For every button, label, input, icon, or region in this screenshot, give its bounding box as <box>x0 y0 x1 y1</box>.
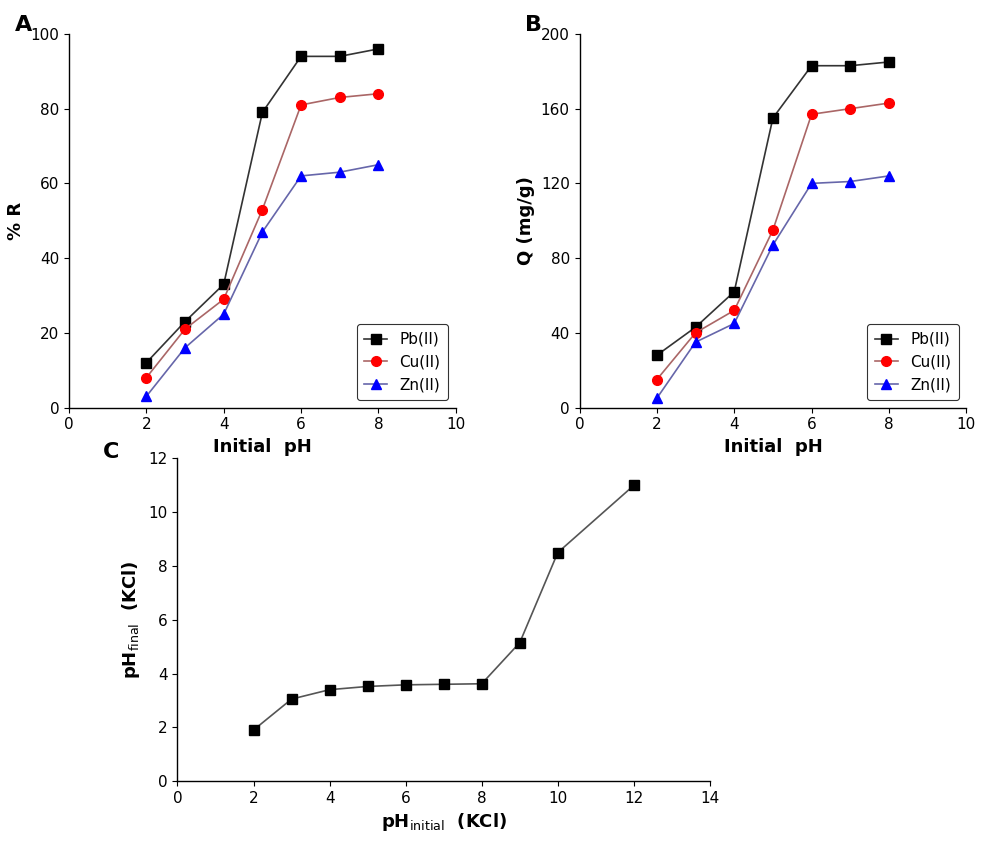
Cu(II) <box>256 205 268 215</box>
Pb(II) <box>256 107 268 117</box>
Zn(II) <box>140 391 152 402</box>
Cu(II) <box>295 100 307 110</box>
Line: Pb(II): Pb(II) <box>142 44 384 368</box>
Zn(II) <box>218 309 230 319</box>
Cu(II) <box>334 93 346 103</box>
Zn(II) <box>179 343 191 353</box>
Text: B: B <box>526 15 542 36</box>
Cu(II) <box>651 374 663 385</box>
Cu(II) <box>689 328 701 338</box>
Pb(II) <box>373 44 385 54</box>
X-axis label: Initial  pH: Initial pH <box>724 438 822 456</box>
Line: Zn(II): Zn(II) <box>142 160 384 402</box>
Cu(II) <box>373 88 385 98</box>
Cu(II) <box>806 110 817 120</box>
Line: Cu(II): Cu(II) <box>142 89 384 383</box>
Pb(II) <box>806 60 817 70</box>
Pb(II) <box>729 287 740 297</box>
Pb(II) <box>651 350 663 360</box>
Zn(II) <box>256 227 268 237</box>
Pb(II) <box>844 60 856 70</box>
Legend: Pb(II), Cu(II), Zn(II): Pb(II), Cu(II), Zn(II) <box>357 324 448 400</box>
Pb(II) <box>140 357 152 368</box>
Zn(II) <box>651 393 663 403</box>
Pb(II) <box>334 51 346 61</box>
Zn(II) <box>844 177 856 187</box>
Y-axis label: Q (mg/g): Q (mg/g) <box>518 177 535 265</box>
Zn(II) <box>883 171 895 181</box>
Line: Pb(II): Pb(II) <box>652 57 893 360</box>
Pb(II) <box>883 57 895 67</box>
X-axis label: pH$_{\mathrm{initial}}$  (KCl): pH$_{\mathrm{initial}}$ (KCl) <box>381 812 507 834</box>
Zn(II) <box>373 160 385 170</box>
Cu(II) <box>883 98 895 108</box>
Cu(II) <box>179 324 191 335</box>
Legend: Pb(II), Cu(II), Zn(II): Pb(II), Cu(II), Zn(II) <box>868 324 958 400</box>
Zn(II) <box>295 171 307 181</box>
Cu(II) <box>767 225 779 235</box>
X-axis label: Initial  pH: Initial pH <box>213 438 312 456</box>
Zn(II) <box>729 318 740 329</box>
Pb(II) <box>689 322 701 332</box>
Cu(II) <box>140 373 152 383</box>
Text: C: C <box>103 442 119 463</box>
Cu(II) <box>218 294 230 304</box>
Zn(II) <box>334 167 346 177</box>
Line: Zn(II): Zn(II) <box>652 171 893 403</box>
Y-axis label: % R: % R <box>7 202 25 239</box>
Y-axis label: pH$_{\mathrm{final}}$  (KCl): pH$_{\mathrm{final}}$ (KCl) <box>119 560 142 679</box>
Zn(II) <box>689 337 701 347</box>
Pb(II) <box>295 51 307 61</box>
Line: Cu(II): Cu(II) <box>652 98 893 385</box>
Cu(II) <box>844 104 856 114</box>
Cu(II) <box>729 306 740 316</box>
Text: A: A <box>15 15 33 36</box>
Pb(II) <box>218 279 230 290</box>
Zn(II) <box>767 240 779 250</box>
Zn(II) <box>806 178 817 188</box>
Pb(II) <box>179 317 191 327</box>
Pb(II) <box>767 113 779 123</box>
